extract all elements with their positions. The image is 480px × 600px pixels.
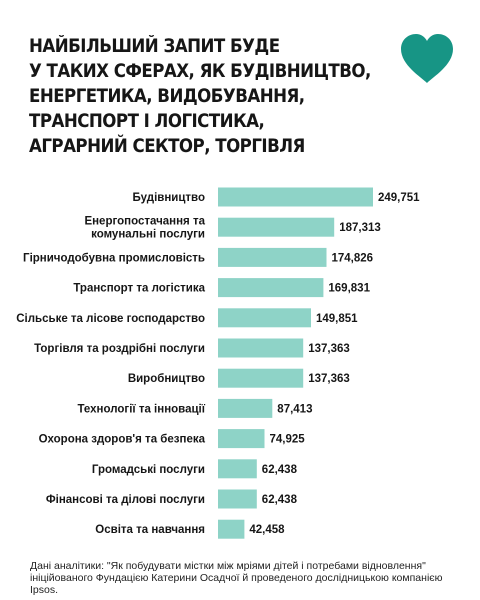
value-label: 137,363	[308, 373, 350, 385]
bar	[218, 429, 265, 449]
bar-chart-svg: 249,751 Будівництво 187,313 Енергопостачанн…	[16, 187, 420, 539]
value-label: 42,458	[249, 524, 285, 536]
footnote-line: ініційованого Фундацією Катерини Осадчої…	[30, 572, 443, 596]
category-label: комунальні послуги	[91, 229, 205, 241]
value-label: 62,438	[262, 494, 298, 506]
bar	[218, 308, 311, 328]
category-label: Виробництво	[128, 373, 205, 385]
value-label: 169,831	[328, 283, 370, 295]
bar	[218, 368, 304, 388]
bar	[218, 187, 373, 207]
title-line: ЕНЕРГЕТИКА, ВИДОБУВАННЯ,	[29, 86, 305, 107]
category-label: Охорона здоров'я та безпека	[39, 434, 206, 446]
value-label: 149,851	[316, 313, 358, 325]
footnote-line: Дані аналітики: "Як побудувати містки мі…	[30, 560, 426, 572]
bar	[218, 338, 304, 358]
category-label: Громадські послуги	[92, 464, 205, 476]
title-line: АГРАРНИЙ СЕКТОР, ТОРГІВЛЯ	[29, 136, 305, 157]
page-title: НАЙБІЛЬШИЙ ЗАПИТ БУДЕ У ТАКИХ СФЕРАХ, ЯК…	[29, 34, 371, 159]
title-line: У ТАКИХ СФЕРАХ, ЯК БУДІВНИЦТВО,	[29, 61, 371, 82]
bar	[218, 489, 257, 509]
bar	[218, 278, 324, 298]
source-footnote: Дані аналітики: "Як побудувати містки мі…	[30, 560, 470, 596]
value-label: 137,363	[308, 343, 350, 355]
category-label: Транспорт та логістика	[73, 283, 205, 295]
bar	[218, 519, 245, 539]
value-label: 187,313	[339, 222, 381, 234]
category-label: Освіта та навчання	[95, 524, 205, 536]
value-label: 174,826	[332, 252, 374, 264]
category-label: Будівництво	[133, 192, 205, 204]
bar	[218, 217, 335, 237]
bar	[218, 247, 327, 267]
value-label: 249,751	[378, 192, 420, 204]
category-label: Торгівля та роздрібні послуги	[34, 343, 205, 355]
category-label: Фінансові та ділові послуги	[46, 494, 205, 506]
bar	[218, 459, 257, 479]
value-label: 74,925	[270, 434, 306, 446]
category-label: Енергопостачання та	[84, 216, 205, 228]
category-label: Сільське та лісове господарство	[16, 313, 205, 325]
category-label: Гірничодобувна промисловість	[23, 252, 205, 264]
title-line: НАЙБІЛЬШИЙ ЗАПИТ БУДЕ	[29, 36, 280, 57]
title-line: ТРАНСПОРТ І ЛОГІСТИКА,	[29, 111, 265, 132]
value-label: 87,413	[277, 403, 312, 415]
bar	[218, 398, 273, 418]
bar-chart: 249,751 Будівництво 187,313 Енергопостачанн…	[0, 180, 480, 550]
heart-icon	[399, 33, 455, 85]
value-label: 62,438	[262, 464, 298, 476]
category-label: Технології та інновації	[77, 403, 205, 415]
